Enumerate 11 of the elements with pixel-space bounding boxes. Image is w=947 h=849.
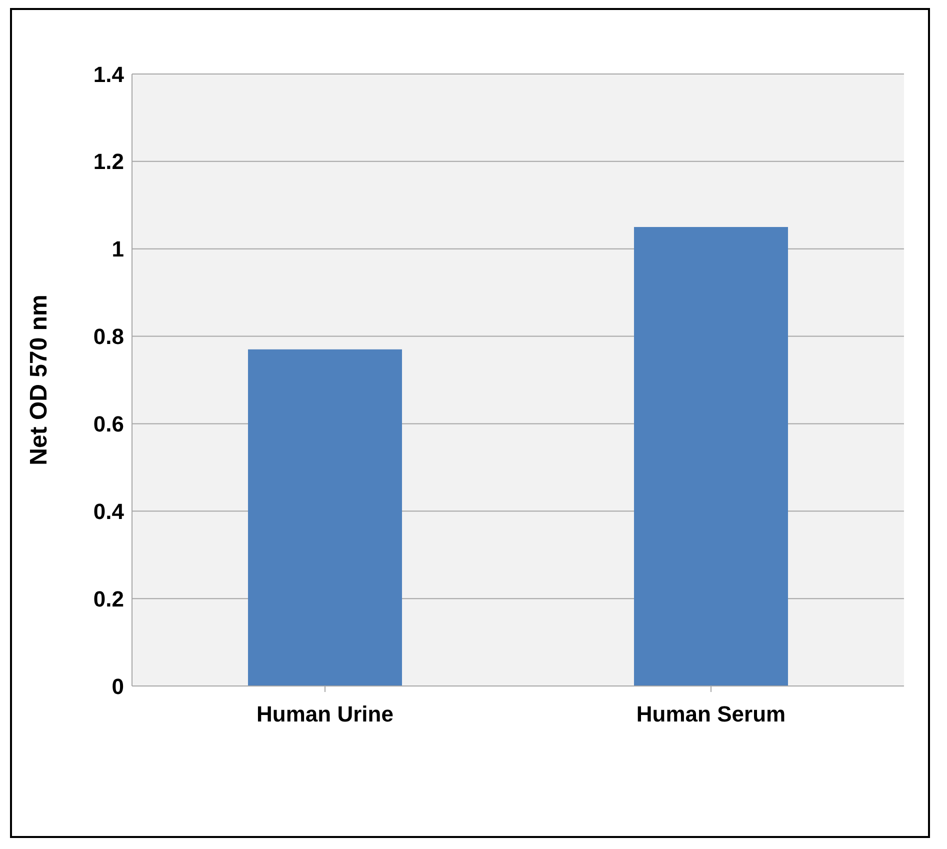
x-tick-label: Human Serum <box>636 702 786 727</box>
y-tick-label: 0.6 <box>93 412 124 437</box>
y-tick-label: 0.2 <box>93 586 124 612</box>
y-tick-label: 1.2 <box>93 149 124 174</box>
y-tick-label: 1.4 <box>93 62 125 87</box>
y-tick-label: 0.8 <box>93 324 124 350</box>
y-axis-title: Net OD 570 nm <box>26 294 53 466</box>
y-tick-label: 0.4 <box>93 498 125 524</box>
y-tick-label: 0 <box>112 674 124 699</box>
y-tick-label: 1 <box>112 236 124 262</box>
x-tick-label: Human Urine <box>256 702 394 727</box>
